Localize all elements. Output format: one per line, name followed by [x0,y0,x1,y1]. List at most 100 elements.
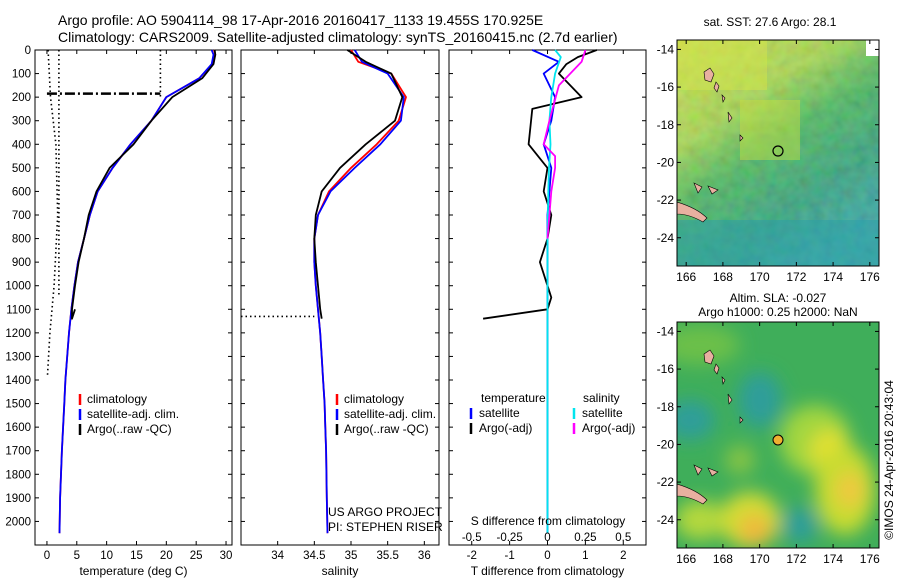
x-tick-label: 34 [271,550,284,562]
sla-map: Altim. SLA: -0.027 Argo h1000: 0.25 h200… [657,291,880,566]
legend-title-salinity: salinity [583,391,620,405]
sla-map-title: Altim. SLA: -0.027 [730,291,827,305]
map-y-tick-label: -24 [657,231,675,245]
legend-label: Argo(-adj) [479,421,532,435]
x-axis-label: T difference from climatology [471,564,625,578]
sla-map-subtitle: Argo h1000: 0.25 h2000: NaN [698,305,857,319]
series-line-s-satellite [546,49,562,534]
sst-map-title: sat. SST: 27.6 Argo: 28.1 [704,15,837,29]
x-tick-label: 35 [345,550,358,562]
series-line-t-satellite [531,49,560,534]
x-tick-label: 30 [220,550,233,562]
sst-argo-position-marker [772,145,784,157]
legend-label: Argo(..raw -QC) [344,422,429,436]
project-annotation: US ARGO PROJECT [328,505,443,519]
temperature-panel: 0100200300400500600700800900100011001200… [5,45,233,578]
map-y-tick-label: -24 [657,513,675,527]
map-x-tick-label: 166 [676,552,696,566]
map-y-tick-label: -20 [657,155,675,169]
map-x-tick-label: 172 [786,552,806,566]
top-axis-label: S difference from climatology [471,514,626,528]
map-y-tick-label: -16 [657,362,675,376]
map-x-tick-label: 170 [750,270,770,284]
top-tick-label: -0.25 [497,532,523,544]
legend-label: Argo(-adj) [582,421,635,435]
map-y-tick-label: -18 [657,118,675,132]
y-tick-label: 1600 [5,422,31,434]
sst-islands [677,67,744,223]
x-tick-label: 25 [190,550,203,562]
y-tick-label: 1500 [5,399,31,411]
y-tick-label: 600 [12,186,31,198]
map-x-tick-label: 176 [860,552,880,566]
map-x-tick-label: 168 [713,552,733,566]
sla-argo-position-marker [772,434,784,446]
y-tick-label: 1400 [5,375,31,387]
y-tick-label: 1200 [5,328,31,340]
y-tick-label: 1800 [5,469,31,481]
legend-label: satellite [479,406,520,420]
series-line-t-argo-adj- [482,49,598,320]
legend-label: Argo(..raw -QC) [87,422,172,436]
sst-map: sat. SST: 27.6 Argo: 28.1 166 168 170 172 17… [657,15,880,284]
legend-label: satellite [582,406,623,420]
x-tick-label: 34.5 [303,550,325,562]
legend-label: satellite-adj. clim. [87,407,179,421]
series-line-satellite-adj-clim- [313,49,405,534]
series-line-satellite-adj-clim- [58,49,215,534]
x-tick-label: 36 [418,550,431,562]
x-tick-label: 15 [130,550,143,562]
y-tick-label: 1100 [6,304,31,316]
map-x-tick-label: 174 [823,552,843,566]
top-tick-label: 0 [544,532,550,544]
series-line-s-argo-adj- [542,49,587,239]
map-x-tick-label: 174 [823,270,843,284]
map-x-tick-label: 172 [786,270,806,284]
y-tick-label: 500 [12,163,31,175]
map-y-tick-label: -14 [657,42,675,56]
x-tick-label: 0 [544,550,550,562]
map-x-tick-label: 168 [713,270,733,284]
legend-label: satellite-adj. clim. [344,407,436,421]
qc-dotted-line [46,49,59,376]
map-y-tick-label: -20 [657,437,675,451]
plot-title-line2: Climatology: CARS2009. Satellite-adjuste… [58,29,618,45]
map-x-tick-label: 176 [860,270,880,284]
top-tick-label: 0.5 [615,532,631,544]
y-tick-label: 200 [12,92,31,104]
x-tick-label: 2 [620,550,626,562]
plot-frame [240,49,440,546]
map-x-tick-label: 166 [676,270,696,284]
x-axis-label: temperature (deg C) [79,564,187,578]
plot-frame [34,49,233,546]
x-axis-label: salinity [322,564,359,578]
y-tick-label: 800 [12,234,31,246]
top-tick-label: -0.5 [462,532,482,544]
plot-title-line1: Argo profile: AO 5904114_98 17-Apr-2016 … [58,12,544,28]
series-line-argo-raw-qc- [313,49,404,319]
x-tick-label: -1 [504,550,514,562]
imos-credit: ©IMOS 24-Apr-2016 20:43:04 [882,380,896,540]
x-tick-label: 0 [44,550,50,562]
project-annotation: PI: STEPHEN RISER [328,520,443,534]
sla-islands [677,349,744,505]
y-tick-label: 1300 [5,351,31,363]
top-tick-label: 0.25 [574,532,596,544]
difference-panel: -2 -1 0 1 2 T difference from climatology temp… [448,49,647,578]
x-tick-label: 5 [74,550,80,562]
x-tick-label: 20 [160,550,173,562]
x-tick-label: 10 [100,550,113,562]
x-tick-label: -2 [467,550,477,562]
x-tick-label: 35.5 [376,550,398,562]
legend-label: climatology [344,392,404,406]
y-tick-label: 300 [12,116,31,128]
y-tick-label: 1900 [5,493,31,505]
x-tick-label: 1 [582,550,588,562]
map-x-tick-label: 170 [750,552,770,566]
map-y-tick-label: -18 [657,400,675,414]
map-y-tick-label: -16 [657,80,675,94]
legend-label: climatology [87,392,147,406]
series-line-argo-raw-qc- [71,49,217,320]
y-tick-label: 0 [25,45,31,57]
